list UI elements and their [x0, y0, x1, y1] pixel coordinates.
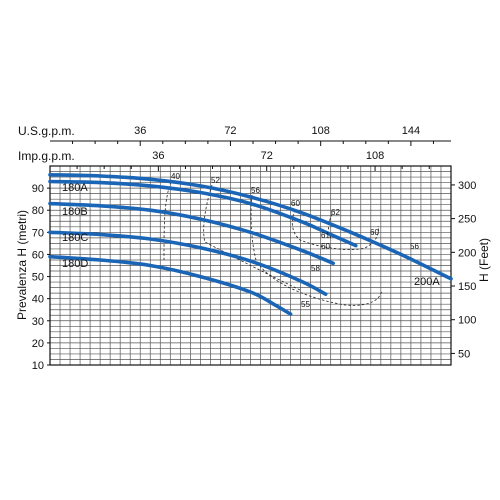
curve-label-180B: 180B	[62, 206, 88, 218]
efficiency-label-56: 56	[251, 186, 260, 195]
left-tick-label: 70	[32, 227, 44, 239]
left-tick-label: 80	[32, 205, 44, 217]
top-usgpm-tick-label: 36	[134, 125, 146, 137]
top-impgpm-tick-label: 36	[152, 150, 164, 162]
top-usgpm-tick-label: 108	[311, 125, 329, 137]
left-tick-label: 10	[32, 360, 44, 372]
right-tick-label: 300	[458, 180, 476, 192]
efficiency-curve-56	[250, 194, 383, 306]
right-tick-label: 200	[458, 247, 476, 259]
pump-curve-180A	[48, 179, 358, 248]
top-usgpm-tick-label: 144	[402, 125, 420, 137]
left-axis-label: Prevalenza H (metri)	[15, 210, 29, 320]
tick-labels: 90 80 70 60 50 40 30 20 10 300 250 200 150 100 50 36 72 1…	[32, 125, 477, 372]
efficiency-label-60: 60	[291, 199, 300, 208]
right-axis-label: H (Feet)	[477, 238, 491, 282]
curve-label-180D: 180D	[62, 258, 88, 270]
grid	[50, 166, 451, 365]
left-tick-label: 50	[32, 272, 44, 284]
top-impgpm-tick-label: 108	[366, 150, 384, 162]
efficiency-curve-61	[328, 213, 333, 241]
top-usgpm-tick-label: 72	[224, 125, 236, 137]
efficiency-label-60c: 60	[370, 228, 379, 237]
efficiency-curve-60-62	[291, 209, 379, 250]
efficiency-label-61: 61	[321, 231, 330, 240]
left-tick-label: 90	[32, 183, 44, 195]
pump-curves	[48, 173, 453, 316]
pump-curve-180C	[48, 230, 328, 296]
top-axis-impgpm-label: Imp.g.p.m.	[18, 149, 75, 163]
left-tick-label: 60	[32, 249, 44, 261]
top-impgpm-tick-label: 72	[261, 150, 273, 162]
left-tick-label: 20	[32, 338, 44, 350]
efficiency-label-55: 55	[301, 300, 310, 309]
efficiency-label-56b: 56	[410, 242, 419, 251]
curve-label-180A: 180A	[62, 182, 88, 194]
right-tick-label: 50	[458, 348, 470, 360]
left-tick-label: 30	[32, 316, 44, 328]
right-tick-label: 250	[458, 214, 476, 226]
efficiency-label-62: 62	[331, 208, 340, 217]
efficiency-label-52: 52	[211, 176, 220, 185]
efficiency-label-60b: 60	[321, 242, 330, 251]
efficiency-label-40: 40	[171, 172, 180, 181]
right-tick-label: 100	[458, 315, 476, 327]
right-tick-label: 150	[458, 281, 476, 293]
pump-curve-180D	[48, 254, 293, 316]
curve-label-180C: 180C	[62, 232, 88, 244]
text-labels: U.S.g.p.m. Imp.g.p.m. Prevalenza H (metr…	[15, 124, 491, 320]
pump-curve-180B	[48, 201, 335, 266]
left-tick-label: 40	[32, 294, 44, 306]
axes	[49, 140, 452, 366]
pump-curve-200A	[48, 173, 453, 281]
curve-label-200A: 200A	[414, 276, 440, 288]
efficiency-label-58: 58	[311, 264, 320, 273]
top-axis-usgpm-label: U.S.g.p.m.	[18, 124, 75, 138]
